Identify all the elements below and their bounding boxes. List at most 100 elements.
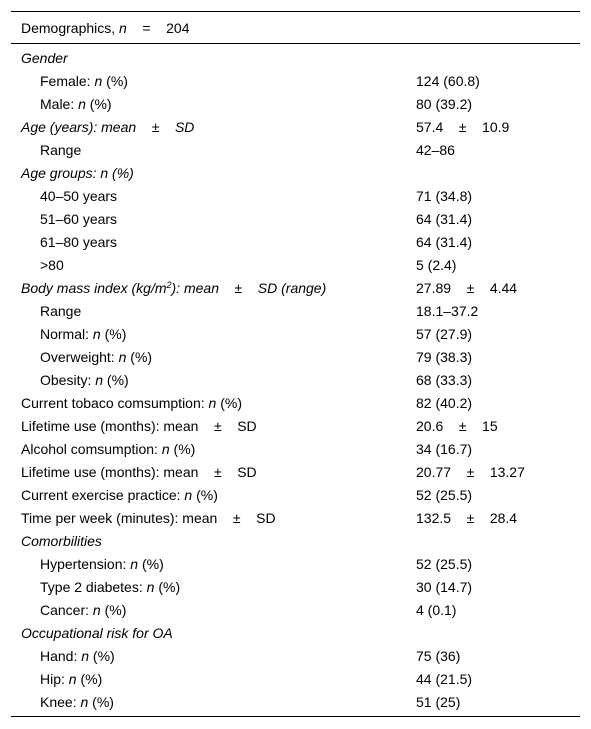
table-row-tobacco-lifetime: Lifetime use (months): mean ± SD 20.6 ± 1…: [11, 414, 580, 437]
row-value: 75 (36): [416, 647, 461, 664]
row-value: 64 (31.4): [416, 210, 473, 227]
row-label: Body mass index (kg/m2): mean ± SD (rang…: [21, 280, 326, 296]
label-text: Lifetime use (months): mean ± SD: [21, 417, 257, 434]
italic-n: n: [92, 601, 101, 618]
row-value: 64 (31.4): [416, 233, 473, 250]
label-text: Range: [40, 141, 82, 158]
table-row-hypertension: Hypertension: n (%) 52 (25.5): [11, 552, 580, 575]
table-row-female: Female: n (%) 124 (60.8): [11, 69, 580, 92]
label-text: >80: [40, 256, 64, 273]
row-label: Type 2 diabetes: n (%): [40, 579, 180, 595]
table-row-alcohol: Alcohol comsumption: n (%) 34 (16.7): [11, 437, 580, 460]
label-text: Current tobaco comsumption:: [21, 394, 209, 411]
row-value: 79 (38.3): [416, 348, 473, 365]
label-text: Overweight:: [40, 348, 119, 365]
table-row-normal: Normal: n (%) 57 (27.9): [11, 322, 580, 345]
label-text: Comorbilities: [21, 532, 102, 549]
label-text: Obesity:: [40, 371, 96, 388]
row-value: 34 (16.7): [416, 440, 473, 457]
table-row-age-51-60: 51–60 years 64 (31.4): [11, 207, 580, 230]
table-row-hand: Hand: n (%) 75 (36): [11, 644, 580, 667]
table-row-overweight: Overweight: n (%) 79 (38.3): [11, 345, 580, 368]
table-row-obesity: Obesity: n (%) 68 (33.3): [11, 368, 580, 391]
row-label: Comorbilities: [21, 533, 102, 549]
label-text: 61–80 years: [40, 233, 118, 250]
row-value: 68 (33.3): [416, 371, 473, 388]
row-value: 30 (14.7): [416, 578, 473, 595]
row-value: 20.6 ± 15: [416, 417, 498, 434]
row-label: Current tobaco comsumption: n (%): [21, 395, 242, 411]
label-text: (%): [102, 72, 128, 89]
table-body: Gender Female: n (%) 124 (60.8) Male: n (%)…: [11, 44, 580, 716]
table-row-diabetes: Type 2 diabetes: n (%) 30 (14.7): [11, 575, 580, 598]
row-value: 82 (40.2): [416, 394, 473, 411]
label-text: (%): [76, 670, 103, 687]
label-text: (%): [100, 601, 127, 618]
label-text: (%): [154, 578, 181, 595]
italic-n: n: [68, 670, 77, 687]
table-row-gender: Gender: [11, 46, 580, 69]
row-label: >80: [40, 257, 64, 273]
italic-n: n: [95, 371, 104, 388]
italic-n: n: [184, 486, 193, 503]
label-text: (%): [138, 555, 164, 572]
row-value: 5 (2.4): [416, 256, 457, 273]
row-value: 42–86: [416, 141, 455, 158]
label-text: Alcohol comsumption:: [21, 440, 162, 457]
row-value: 80 (39.2): [416, 95, 473, 112]
row-label: Cancer: n (%): [40, 602, 126, 618]
label-text: Hip:: [40, 670, 69, 687]
table-row-age: Age (years): mean ± SD 57.4 ± 10.9: [11, 115, 580, 138]
row-label: Obesity: n (%): [40, 372, 129, 388]
label-text: Age (years): mean ± SD: [21, 118, 195, 135]
table-row-tobacco: Current tobaco comsumption: n (%) 82 (40.…: [11, 391, 580, 414]
label-text: 51–60 years: [40, 210, 118, 227]
row-label: Time per week (minutes): mean ± SD: [21, 510, 276, 526]
row-value: 132.5 ± 28.4: [416, 509, 518, 526]
label-text: Occupational risk for OA: [21, 624, 173, 641]
superscript: 2: [166, 279, 172, 290]
label-text: Body mass index (kg/m: [21, 279, 167, 296]
row-value: 51 (25): [416, 693, 461, 710]
row-label: Current exercise practice: n (%): [21, 487, 218, 503]
row-label: 51–60 years: [40, 211, 117, 227]
table-row-knee: Knee: n (%) 51 (25): [11, 690, 580, 713]
row-value: 57.4 ± 10.9: [416, 118, 510, 135]
label-text: Normal:: [40, 325, 93, 342]
table-row-cancer: Cancer: n (%) 4 (0.1): [11, 598, 580, 621]
row-label: Lifetime use (months): mean ± SD: [21, 418, 257, 434]
italic-n: n: [161, 440, 170, 457]
italic-n: n: [130, 555, 139, 572]
row-label: Knee: n (%): [40, 694, 114, 710]
label-text: (%): [103, 371, 129, 388]
table-row-age-groups: Age groups: n (%): [11, 161, 580, 184]
table-header: Demographics, n = 204: [11, 12, 580, 44]
label-text: Hand:: [40, 647, 82, 664]
row-label: Female: n (%): [40, 73, 128, 89]
table-row-exercise-time: Time per week (minutes): mean ± SD 132.5 …: [11, 506, 580, 529]
label-text: Range: [40, 302, 82, 319]
italic-n: n: [94, 72, 103, 89]
row-label: Hypertension: n (%): [40, 556, 164, 572]
row-value: 20.77 ± 13.27: [416, 463, 525, 480]
header-n: n: [119, 19, 127, 36]
table-row-comorbidities: Comorbilities: [11, 529, 580, 552]
demographics-table: Demographics, n = 204 Gender Female: n (%…: [11, 11, 580, 717]
table-row-exercise: Current exercise practice: n (%) 52 (25.5…: [11, 483, 580, 506]
row-label: Age groups: n (%): [21, 165, 134, 181]
row-value: 71 (34.8): [416, 187, 473, 204]
table-row-hip: Hip: n (%) 44 (21.5): [11, 667, 580, 690]
table-row-age-40-50: 40–50 years 71 (34.8): [11, 184, 580, 207]
table-row-age-range: Range 42–86: [11, 138, 580, 161]
table-row-male: Male: n (%) 80 (39.2): [11, 92, 580, 115]
table-row-bmi-range: Range 18.1–37.2: [11, 299, 580, 322]
row-value: 44 (21.5): [416, 670, 473, 687]
header-count: = 204: [126, 19, 190, 36]
label-text: Cancer:: [40, 601, 93, 618]
label-text: ): mean ± SD (range): [171, 279, 327, 296]
label-text: Type 2 diabetes:: [40, 578, 147, 595]
italic-n: n: [78, 95, 86, 112]
italic-n: n: [81, 647, 90, 664]
label-text: Age groups: n (%): [21, 164, 134, 181]
row-label: Alcohol comsumption: n (%): [21, 441, 195, 457]
